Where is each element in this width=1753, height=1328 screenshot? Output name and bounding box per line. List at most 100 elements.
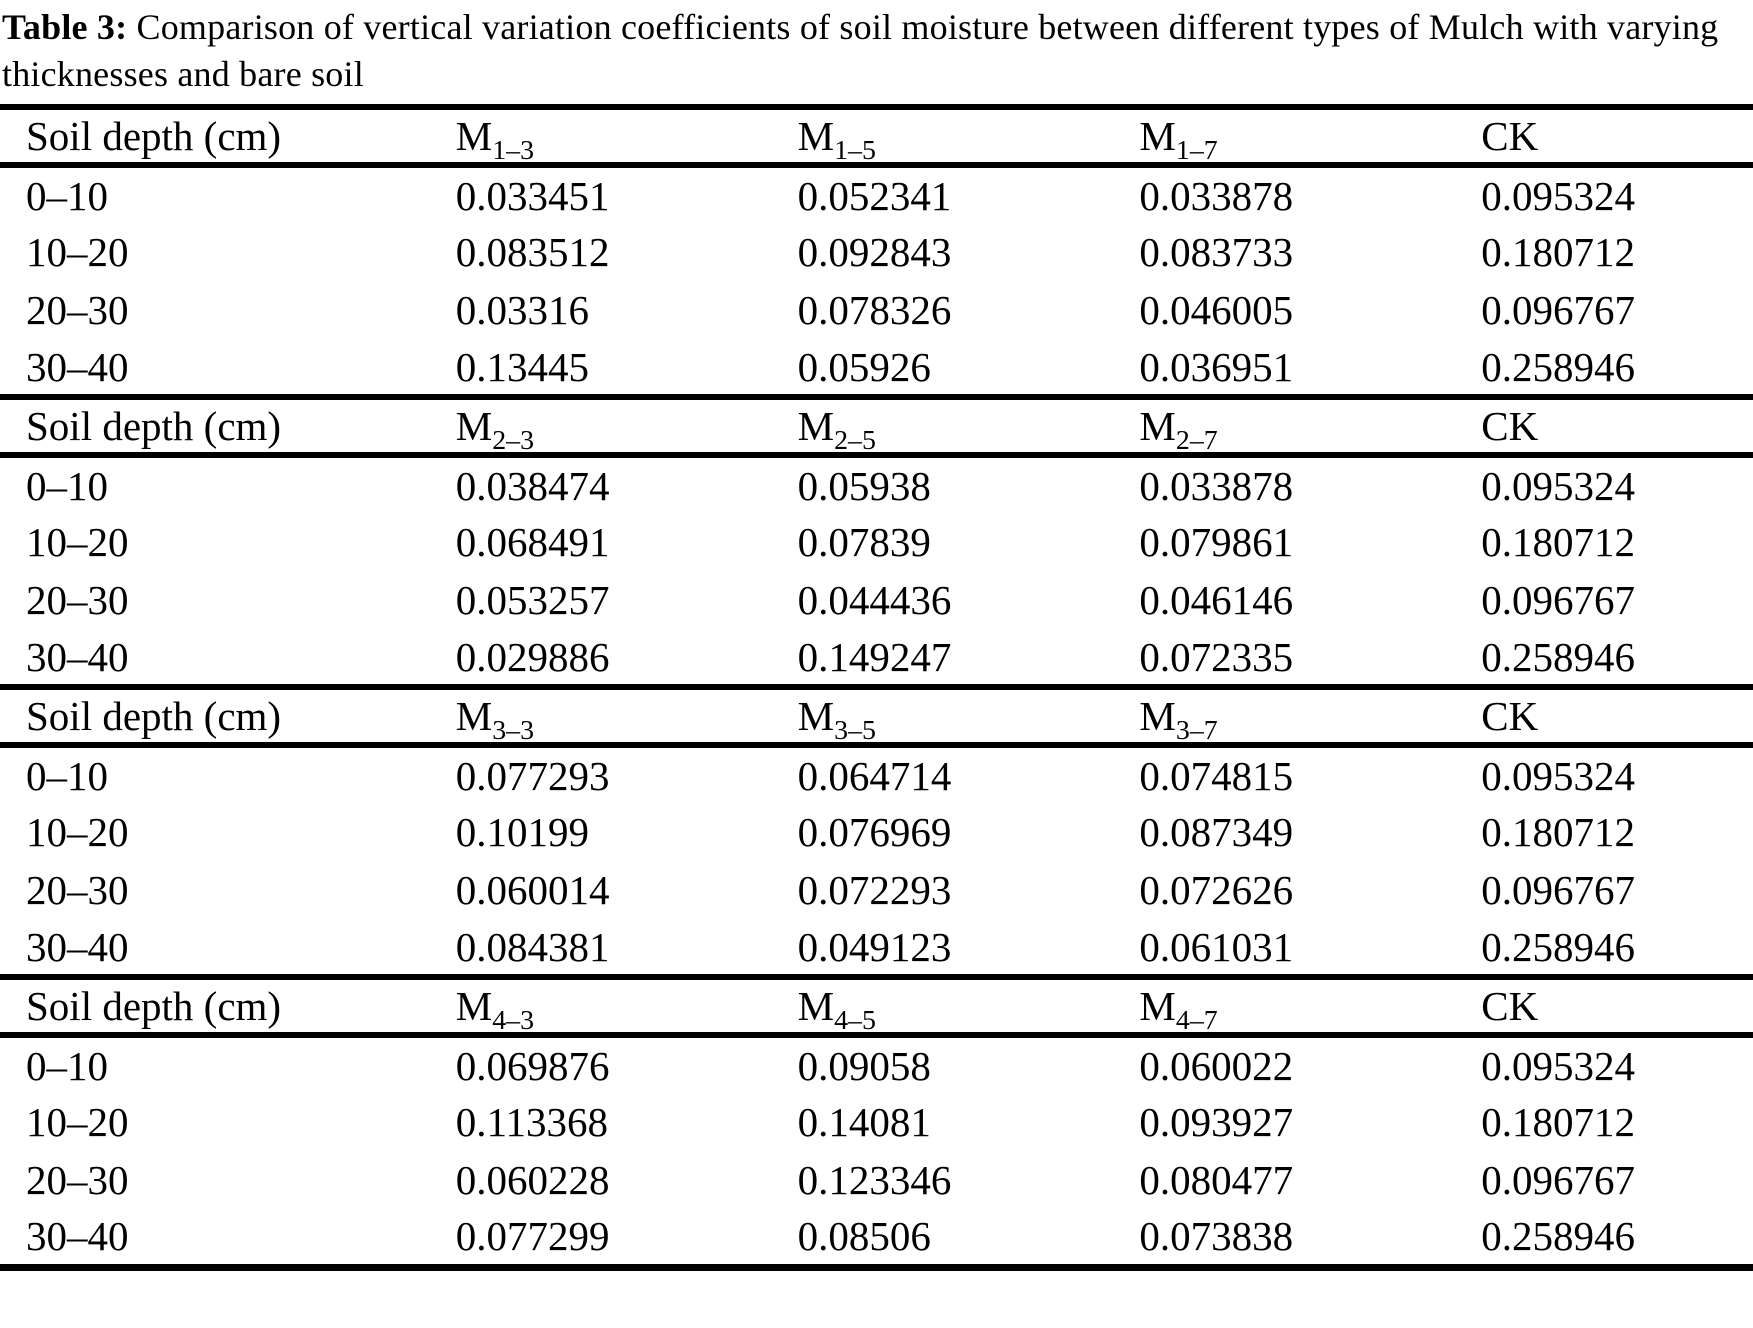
mulch-code-subscript: 2–3 bbox=[492, 425, 535, 455]
soil-depth-cell: 10–20 bbox=[26, 519, 129, 565]
coefficient-value-cell: 0.149247 bbox=[797, 633, 952, 680]
table-caption-text: Comparison of vertical variation coeffic… bbox=[2, 7, 1719, 94]
table-row: 30–40 0.029886 0.149247 0.072335 0.258946 bbox=[0, 629, 1753, 687]
column-header: CK bbox=[1481, 974, 1753, 1038]
table-row: 10–20 0.083512 0.092843 0.083733 0.180712 bbox=[0, 223, 1753, 281]
soil-depth-cell: 30–40 bbox=[26, 923, 129, 970]
coefficient-value-cell: 0.258946 bbox=[1481, 343, 1635, 390]
mulch-code-base: M bbox=[455, 403, 493, 449]
table-caption: Table 3: Comparison of vertical variatio… bbox=[0, 0, 1753, 104]
column-header: CK bbox=[1481, 394, 1753, 458]
coefficient-value-cell: 0.096767 bbox=[1481, 1157, 1635, 1203]
coefficient-value-cell: 0.05938 bbox=[797, 462, 931, 509]
mulch-code-base: M bbox=[797, 113, 835, 159]
coefficient-value-cell: 0.087349 bbox=[1139, 809, 1294, 855]
soil-depth-cell: 10–20 bbox=[26, 1099, 129, 1145]
section-header-row: Soil depth (cm) M4–3 M4–5 M4–7 CK bbox=[0, 974, 1753, 1038]
soil-depth-cell: 0–10 bbox=[26, 752, 108, 799]
coefficient-value-cell: 0.044436 bbox=[797, 577, 952, 623]
mulch-code-base: M bbox=[1139, 693, 1176, 739]
mulch-code-subscript: 4–5 bbox=[834, 1005, 876, 1035]
coefficient-value-cell: 0.084381 bbox=[455, 923, 610, 970]
coefficient-value-cell: 0.060228 bbox=[455, 1157, 610, 1203]
soil-depth-cell: 0–10 bbox=[26, 1042, 108, 1089]
coefficient-value-cell: 0.078326 bbox=[797, 287, 952, 333]
coefficient-value-cell: 0.077293 bbox=[455, 752, 610, 799]
table-section-4: Soil depth (cm) M4–3 M4–5 M4–7 CK 0–10 0.06987… bbox=[0, 974, 1753, 1267]
coefficient-value-cell: 0.08506 bbox=[797, 1213, 931, 1260]
column-header: M3–5 bbox=[797, 684, 1140, 748]
table-row: 0–10 0.033451 0.052341 0.033878 0.095324 bbox=[0, 165, 1753, 223]
column-header: M4–5 bbox=[797, 974, 1140, 1038]
coefficient-value-cell: 0.096767 bbox=[1481, 577, 1635, 623]
mulch-code-subscript: 1–7 bbox=[1175, 135, 1218, 165]
table-section-2: Soil depth (cm) M2–3 M2–5 M2–7 CK 0–10 0.03847… bbox=[0, 394, 1753, 687]
coefficient-value-cell: 0.060022 bbox=[1139, 1042, 1294, 1089]
coefficient-value-cell: 0.096767 bbox=[1481, 867, 1635, 913]
coefficient-value-cell: 0.180712 bbox=[1481, 1099, 1635, 1145]
coefficient-value-cell: 0.077299 bbox=[455, 1213, 610, 1260]
coefficient-value-cell: 0.076969 bbox=[797, 809, 952, 855]
soil-depth-cell: 0–10 bbox=[26, 172, 108, 219]
mulch-code-base: M bbox=[1139, 983, 1176, 1029]
column-header: M2–7 bbox=[1139, 394, 1482, 458]
table-row: 30–40 0.13445 0.05926 0.036951 0.258946 bbox=[0, 339, 1753, 397]
coefficient-value-cell: 0.064714 bbox=[797, 752, 952, 799]
coefficient-value-cell: 0.046005 bbox=[1139, 287, 1294, 333]
soil-depth-cell: 0–10 bbox=[26, 462, 108, 509]
coefficient-value-cell: 0.033451 bbox=[455, 172, 610, 219]
column-header: M4–7 bbox=[1139, 974, 1482, 1038]
coefficient-value-cell: 0.046146 bbox=[1139, 577, 1294, 623]
coefficient-value-cell: 0.113368 bbox=[455, 1099, 608, 1145]
coefficient-value-cell: 0.14081 bbox=[797, 1099, 931, 1145]
table-row: 20–30 0.060228 0.123346 0.080477 0.096767 bbox=[0, 1151, 1753, 1209]
mulch-code-base: M bbox=[797, 403, 835, 449]
coefficient-value-cell: 0.258946 bbox=[1481, 923, 1635, 970]
coefficient-value-cell: 0.123346 bbox=[797, 1157, 952, 1203]
soil-depth-cell: 30–40 bbox=[26, 343, 129, 390]
table-row: 10–20 0.068491 0.07839 0.079861 0.180712 bbox=[0, 513, 1753, 571]
coefficient-value-cell: 0.080477 bbox=[1139, 1157, 1294, 1203]
column-header: M3–7 bbox=[1139, 684, 1482, 748]
coefficient-value-cell: 0.033878 bbox=[1139, 462, 1294, 509]
soil-depth-header: Soil depth (cm) bbox=[0, 974, 456, 1038]
soil-depth-cell: 10–20 bbox=[26, 809, 129, 855]
coefficient-value-cell: 0.052341 bbox=[797, 172, 952, 219]
soil-depth-cell: 20–30 bbox=[26, 287, 129, 333]
table-section-1: Soil depth (cm) M1–3 M1–5 M1–7 CK 0–10 0.03345… bbox=[0, 104, 1753, 397]
soil-depth-cell: 10–20 bbox=[26, 229, 129, 275]
coefficient-value-cell: 0.033878 bbox=[1139, 172, 1294, 219]
soil-moisture-table: Soil depth (cm) M1–3 M1–5 M1–7 CK 0–10 0.03345… bbox=[0, 104, 1753, 1271]
table-row: 0–10 0.038474 0.05938 0.033878 0.095324 bbox=[0, 455, 1753, 513]
coefficient-value-cell: 0.038474 bbox=[455, 462, 610, 509]
coefficient-value-cell: 0.093927 bbox=[1139, 1099, 1294, 1145]
coefficient-value-cell: 0.083733 bbox=[1139, 229, 1294, 275]
coefficient-value-cell: 0.053257 bbox=[455, 577, 610, 623]
mulch-code-subscript: 1–3 bbox=[492, 135, 535, 165]
coefficient-value-cell: 0.258946 bbox=[1481, 1213, 1635, 1260]
coefficient-value-cell: 0.095324 bbox=[1481, 1042, 1635, 1089]
coefficient-value-cell: 0.13445 bbox=[455, 343, 590, 390]
coefficient-value-cell: 0.049123 bbox=[797, 923, 952, 970]
mulch-code-base: M bbox=[1139, 403, 1176, 449]
column-header: M2–5 bbox=[797, 394, 1140, 458]
soil-depth-header: Soil depth (cm) bbox=[0, 684, 456, 748]
mulch-code-base: M bbox=[455, 983, 493, 1029]
coefficient-value-cell: 0.095324 bbox=[1481, 172, 1635, 219]
coefficient-value-cell: 0.10199 bbox=[455, 809, 590, 855]
coefficient-value-cell: 0.036951 bbox=[1139, 343, 1294, 390]
mulch-code-base: M bbox=[797, 693, 835, 739]
coefficient-value-cell: 0.060014 bbox=[455, 867, 610, 913]
column-header: M1–3 bbox=[455, 104, 798, 168]
coefficient-value-cell: 0.069876 bbox=[455, 1042, 610, 1089]
mulch-code-subscript: 3–5 bbox=[834, 715, 876, 745]
column-header: M4–3 bbox=[455, 974, 798, 1038]
coefficient-value-cell: 0.068491 bbox=[455, 519, 610, 565]
mulch-code-subscript: 4–3 bbox=[492, 1005, 535, 1035]
mulch-code-subscript: 1–5 bbox=[834, 135, 876, 165]
coefficient-value-cell: 0.180712 bbox=[1481, 809, 1635, 855]
mulch-code-base: M bbox=[455, 693, 493, 739]
table-row: 10–20 0.113368 0.14081 0.093927 0.180712 bbox=[0, 1093, 1753, 1151]
mulch-code-subscript: 3–7 bbox=[1175, 715, 1218, 745]
